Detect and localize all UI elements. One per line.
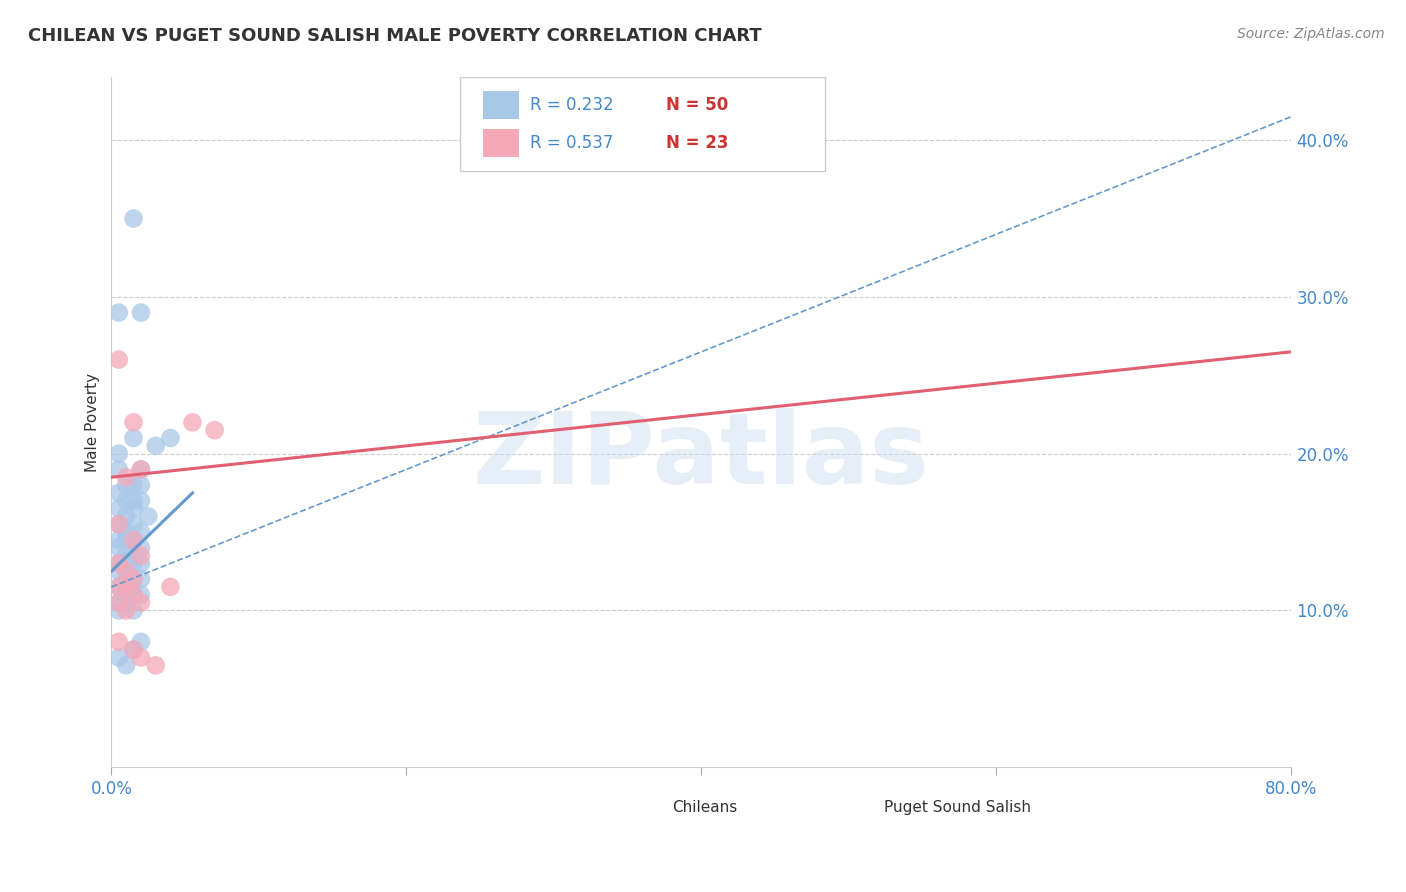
Point	[115, 509, 138, 524]
Point	[107, 486, 129, 500]
FancyBboxPatch shape	[460, 78, 825, 170]
Point	[115, 493, 138, 508]
Point	[107, 603, 129, 617]
FancyBboxPatch shape	[484, 129, 519, 157]
Point	[107, 517, 129, 532]
Point	[129, 549, 152, 563]
Point	[115, 564, 138, 578]
Point	[107, 650, 129, 665]
Point	[129, 596, 152, 610]
Point	[107, 533, 129, 547]
Point	[136, 509, 159, 524]
Point	[122, 517, 145, 532]
Point	[107, 541, 129, 555]
Point	[107, 557, 129, 571]
Point	[115, 524, 138, 539]
Y-axis label: Male Poverty: Male Poverty	[86, 373, 100, 472]
Point	[107, 635, 129, 649]
Point	[129, 541, 152, 555]
Text: Puget Sound Salish: Puget Sound Salish	[884, 800, 1032, 814]
Point	[115, 658, 138, 673]
Point	[122, 549, 145, 563]
Point	[122, 588, 145, 602]
Point	[122, 603, 145, 617]
Point	[107, 596, 129, 610]
Text: Source: ZipAtlas.com: Source: ZipAtlas.com	[1237, 27, 1385, 41]
FancyBboxPatch shape	[844, 798, 873, 815]
Point	[115, 470, 138, 484]
Point	[122, 501, 145, 516]
Text: CHILEAN VS PUGET SOUND SALISH MALE POVERTY CORRELATION CHART: CHILEAN VS PUGET SOUND SALISH MALE POVER…	[28, 27, 762, 45]
Point	[107, 557, 129, 571]
Point	[115, 564, 138, 578]
Point	[115, 580, 138, 594]
Point	[122, 588, 145, 602]
Point	[115, 549, 138, 563]
Point	[129, 478, 152, 492]
Point	[145, 439, 167, 453]
Point	[107, 564, 129, 578]
Point	[122, 533, 145, 547]
Point	[122, 415, 145, 429]
Point	[129, 635, 152, 649]
Point	[129, 588, 152, 602]
Point	[115, 580, 138, 594]
Point	[122, 478, 145, 492]
Point	[115, 603, 138, 617]
Text: N = 23: N = 23	[666, 134, 728, 152]
Point	[115, 533, 138, 547]
Point	[115, 596, 138, 610]
Point	[122, 211, 145, 226]
Point	[107, 462, 129, 476]
Point	[122, 557, 145, 571]
Point	[204, 423, 226, 437]
Point	[129, 305, 152, 319]
Point	[122, 572, 145, 586]
Point	[159, 431, 181, 445]
Point	[129, 650, 152, 665]
Point	[107, 447, 129, 461]
Text: R = 0.537: R = 0.537	[530, 134, 613, 152]
Point	[129, 557, 152, 571]
Point	[181, 415, 204, 429]
Text: Chileans: Chileans	[672, 800, 737, 814]
Point	[107, 352, 129, 367]
Point	[107, 596, 129, 610]
Point	[129, 462, 152, 476]
Text: N = 50: N = 50	[666, 96, 728, 114]
Text: R = 0.232: R = 0.232	[530, 96, 614, 114]
Point	[129, 524, 152, 539]
Point	[129, 493, 152, 508]
Point	[107, 305, 129, 319]
Point	[129, 462, 152, 476]
Point	[115, 478, 138, 492]
Point	[107, 580, 129, 594]
Text: ZIPatlas: ZIPatlas	[472, 409, 929, 506]
Point	[122, 533, 145, 547]
Point	[107, 501, 129, 516]
FancyBboxPatch shape	[631, 798, 661, 815]
Point	[122, 642, 145, 657]
Point	[129, 572, 152, 586]
Point	[122, 493, 145, 508]
Point	[107, 580, 129, 594]
Point	[122, 431, 145, 445]
FancyBboxPatch shape	[484, 91, 519, 119]
Point	[145, 658, 167, 673]
Point	[159, 580, 181, 594]
Point	[122, 642, 145, 657]
Point	[107, 517, 129, 532]
Point	[122, 572, 145, 586]
